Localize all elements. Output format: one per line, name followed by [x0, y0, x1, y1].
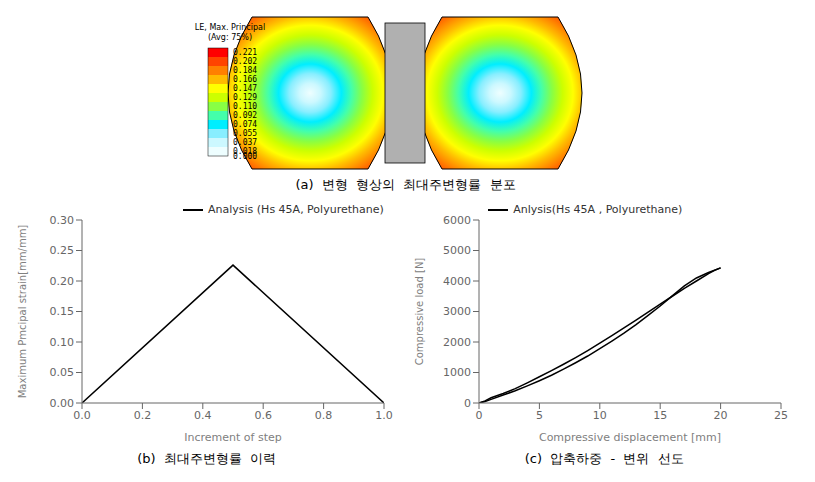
- svg-text:0.129: 0.129: [233, 93, 257, 102]
- svg-text:Increment of step: Increment of step: [184, 431, 281, 444]
- svg-text:0.110: 0.110: [233, 102, 257, 111]
- svg-text:25: 25: [774, 409, 788, 422]
- svg-text:0.202: 0.202: [233, 57, 257, 66]
- svg-text:0.2: 0.2: [133, 409, 151, 422]
- svg-text:15: 15: [653, 409, 667, 422]
- svg-text:5: 5: [536, 409, 543, 422]
- svg-text:0.00: 0.00: [49, 397, 74, 410]
- svg-text:0.25: 0.25: [49, 244, 74, 257]
- svg-text:0.221: 0.221: [233, 48, 257, 57]
- svg-text:2000: 2000: [443, 336, 471, 349]
- svg-text:0.055: 0.055: [233, 129, 257, 138]
- svg-text:5000: 5000: [443, 244, 471, 257]
- svg-text:1000: 1000: [443, 366, 471, 379]
- svg-text:Maximum Pmcipal strain[mm/mm]: Maximum Pmcipal strain[mm/mm]: [16, 225, 27, 399]
- svg-text:1.0: 1.0: [375, 409, 393, 422]
- svg-text:Compressive load [N]: Compressive load [N]: [414, 258, 425, 366]
- svg-text:20: 20: [714, 409, 728, 422]
- svg-text:6000: 6000: [443, 214, 471, 227]
- svg-text:Compressive displacement [mm]: Compressive displacement [mm]: [539, 431, 721, 444]
- svg-text:0.20: 0.20: [49, 275, 74, 288]
- html-text:(c) 압축하중 - 변위 선도: (c) 압축하중 - 변위 선도: [524, 451, 684, 466]
- svg-text:LE, Max. Principal: LE, Max. Principal: [195, 23, 265, 32]
- svg-text:0.000: 0.000: [233, 152, 257, 161]
- svg-text:0.10: 0.10: [49, 336, 74, 349]
- svg-text:0: 0: [464, 397, 471, 410]
- svg-text:0: 0: [476, 409, 483, 422]
- svg-text:0.166: 0.166: [233, 75, 257, 84]
- svg-text:0.0: 0.0: [73, 409, 91, 422]
- svg-text:(Avg: 75%): (Avg: 75%): [208, 33, 252, 42]
- html-text:(b) 최대주변형률 이력: (b) 최대주변형률 이력: [137, 451, 277, 466]
- svg-text:0.8: 0.8: [315, 409, 333, 422]
- svg-text:0.184: 0.184: [233, 66, 257, 75]
- svg-text:3000: 3000: [443, 305, 471, 318]
- svg-text:0.15: 0.15: [49, 305, 74, 318]
- html-text:(a) 변형 형상의 최대주변형률 분포: (a) 변형 형상의 최대주변형률 분포: [295, 177, 516, 192]
- svg-text:0.4: 0.4: [194, 409, 212, 422]
- svg-text:0.30: 0.30: [49, 214, 74, 227]
- svg-text:4000: 4000: [443, 275, 471, 288]
- html-text:Analysis (Hs 45A, Polyurethane: Analysis (Hs 45A, Polyurethane): [208, 203, 384, 216]
- svg-text:0.147: 0.147: [233, 84, 257, 93]
- svg-text:10: 10: [593, 409, 607, 422]
- svg-text:0.037: 0.037: [233, 138, 257, 147]
- svg-text:0.092: 0.092: [233, 111, 257, 120]
- svg-text:0.6: 0.6: [254, 409, 272, 422]
- svg-text:0.05: 0.05: [49, 366, 74, 379]
- html-text:Anlysis(Hs 45A , Polyurethane): Anlysis(Hs 45A , Polyurethane): [513, 203, 683, 216]
- svg-text:0.074: 0.074: [233, 120, 257, 129]
